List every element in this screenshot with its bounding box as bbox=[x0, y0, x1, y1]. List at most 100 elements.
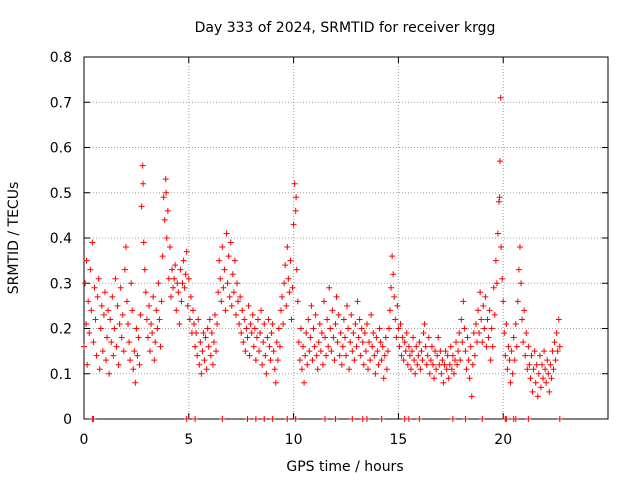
data-point bbox=[375, 361, 382, 368]
data-point bbox=[446, 361, 453, 368]
data-point bbox=[456, 330, 463, 337]
data-point bbox=[370, 330, 377, 337]
data-point bbox=[376, 325, 383, 332]
data-point bbox=[454, 361, 461, 368]
data-point bbox=[227, 239, 234, 246]
data-point bbox=[323, 352, 330, 359]
data-point bbox=[322, 334, 329, 341]
data-point bbox=[187, 293, 194, 300]
y-tick-label: 0 bbox=[63, 412, 72, 428]
data-point bbox=[238, 330, 245, 337]
data-point bbox=[403, 330, 410, 337]
data-point bbox=[216, 257, 223, 264]
data-point bbox=[108, 339, 115, 346]
data-point bbox=[130, 366, 137, 373]
data-point bbox=[507, 379, 514, 386]
data-point bbox=[494, 230, 501, 237]
data-point bbox=[424, 352, 431, 359]
data-point bbox=[111, 325, 118, 332]
data-point bbox=[192, 343, 199, 350]
data-point bbox=[554, 348, 561, 355]
data-point bbox=[89, 239, 96, 246]
data-point bbox=[222, 307, 229, 314]
data-point bbox=[95, 275, 102, 282]
data-point bbox=[556, 416, 563, 422]
data-point bbox=[186, 316, 193, 323]
data-point bbox=[223, 230, 230, 237]
data-point bbox=[118, 334, 125, 341]
data-point bbox=[538, 361, 545, 368]
data-point bbox=[427, 357, 434, 364]
x-tick-label: 15 bbox=[389, 432, 407, 448]
data-point bbox=[182, 271, 189, 278]
data-point bbox=[117, 284, 124, 291]
data-point bbox=[135, 334, 142, 341]
y-tick-label: 0.8 bbox=[50, 50, 72, 66]
data-point bbox=[440, 379, 447, 386]
data-point bbox=[192, 416, 199, 422]
data-point bbox=[360, 361, 367, 368]
data-point bbox=[292, 207, 299, 214]
data-point bbox=[508, 348, 515, 355]
data-point bbox=[340, 316, 347, 323]
data-point bbox=[485, 334, 492, 341]
data-point bbox=[303, 330, 310, 337]
data-point bbox=[246, 352, 253, 359]
data-point bbox=[103, 357, 110, 364]
data-point bbox=[443, 366, 450, 373]
x-tick-label: 5 bbox=[184, 432, 193, 448]
data-point bbox=[276, 343, 283, 350]
data-point bbox=[194, 352, 201, 359]
data-point bbox=[502, 352, 509, 359]
data-point bbox=[252, 416, 259, 422]
data-point bbox=[220, 284, 227, 291]
data-point bbox=[244, 416, 251, 422]
data-point bbox=[449, 416, 456, 422]
data-point bbox=[203, 366, 210, 373]
data-point bbox=[260, 339, 267, 346]
x-tick-label: 10 bbox=[285, 432, 303, 448]
data-point bbox=[210, 339, 217, 346]
data-point bbox=[426, 370, 433, 377]
data-point bbox=[92, 316, 99, 323]
data-point bbox=[161, 216, 168, 223]
data-point bbox=[419, 357, 426, 364]
data-point bbox=[453, 339, 460, 346]
data-point bbox=[269, 416, 276, 422]
data-point bbox=[548, 375, 555, 382]
data-point bbox=[417, 366, 424, 373]
data-point bbox=[274, 357, 281, 364]
data-point bbox=[259, 361, 266, 368]
data-point bbox=[432, 348, 439, 355]
data-point bbox=[149, 330, 156, 337]
data-point bbox=[383, 366, 390, 373]
data-point bbox=[88, 307, 95, 314]
x-tick-label: 20 bbox=[494, 432, 512, 448]
y-tick-label: 0.5 bbox=[50, 186, 72, 202]
data-point bbox=[523, 330, 530, 337]
data-point bbox=[253, 334, 260, 341]
data-point bbox=[484, 316, 491, 323]
data-point bbox=[433, 366, 440, 373]
data-point bbox=[349, 348, 356, 355]
data-point bbox=[551, 339, 558, 346]
data-point bbox=[179, 280, 186, 287]
data-point bbox=[132, 379, 139, 386]
data-point bbox=[394, 302, 401, 309]
data-point bbox=[139, 162, 146, 169]
data-point bbox=[280, 320, 287, 327]
data-point bbox=[337, 330, 344, 337]
data-point bbox=[480, 302, 487, 309]
data-point bbox=[377, 339, 384, 346]
data-point bbox=[358, 325, 365, 332]
data-point bbox=[488, 325, 495, 332]
data-point bbox=[244, 334, 251, 341]
data-point bbox=[115, 361, 122, 368]
data-point bbox=[381, 352, 388, 359]
data-point bbox=[478, 316, 485, 323]
data-point bbox=[96, 366, 103, 373]
data-point bbox=[405, 343, 412, 350]
data-point bbox=[378, 357, 385, 364]
data-point bbox=[258, 307, 265, 314]
data-point bbox=[415, 352, 422, 359]
